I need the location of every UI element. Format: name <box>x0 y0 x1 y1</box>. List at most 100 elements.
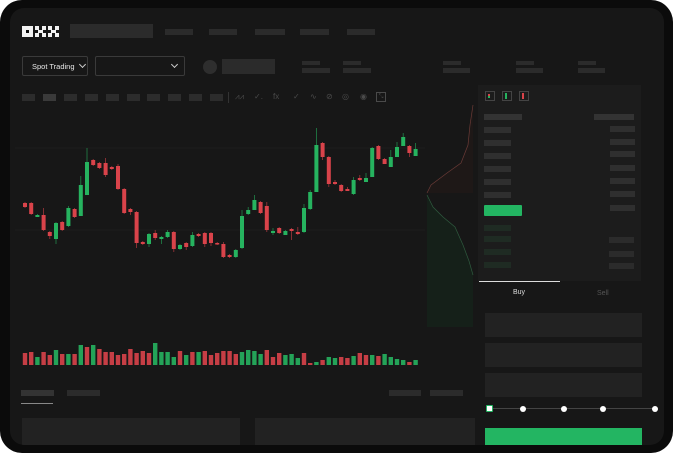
slider-mark-75[interactable] <box>600 406 606 412</box>
candle[interactable] <box>23 202 27 208</box>
candle[interactable] <box>314 128 319 192</box>
orderbook-bids-icon[interactable] <box>502 91 512 101</box>
candle[interactable] <box>35 214 40 217</box>
candle[interactable] <box>227 254 232 258</box>
search-bar[interactable] <box>70 24 153 38</box>
fullscreen-icon[interactable]: ⤡ <box>376 92 386 102</box>
candle[interactable] <box>333 180 337 185</box>
timeframe-button[interactable] <box>147 94 160 101</box>
slider-mark-25[interactable] <box>520 406 526 412</box>
bottom-action[interactable] <box>430 390 463 396</box>
candle[interactable] <box>264 202 269 232</box>
timeframe-button[interactable] <box>22 94 35 101</box>
candle[interactable] <box>47 231 52 239</box>
candle[interactable] <box>184 242 189 250</box>
candlestick-chart[interactable] <box>15 105 425 335</box>
candle[interactable] <box>395 142 399 157</box>
candle[interactable] <box>295 227 300 235</box>
candle[interactable] <box>85 148 89 195</box>
bottom-tab-active[interactable] <box>21 390 54 396</box>
candle[interactable] <box>190 232 195 247</box>
okx-logo[interactable] <box>22 26 59 37</box>
nav-item[interactable] <box>209 29 237 35</box>
candle[interactable] <box>153 230 158 240</box>
candle[interactable] <box>308 190 313 210</box>
price-input[interactable] <box>485 313 642 337</box>
timeframe-button[interactable] <box>210 94 223 101</box>
candle[interactable] <box>326 156 331 187</box>
camera-icon[interactable]: ◎ <box>342 92 349 101</box>
timeframe-button[interactable] <box>127 94 140 101</box>
candle[interactable] <box>345 187 350 191</box>
candle[interactable] <box>357 175 362 181</box>
spot-trading-dropdown[interactable]: Spot Trading <box>22 56 88 76</box>
candle[interactable] <box>128 208 133 215</box>
candle[interactable] <box>202 232 207 247</box>
candle[interactable] <box>271 228 275 235</box>
tab-buy[interactable]: Buy <box>513 289 526 296</box>
candle[interactable] <box>171 231 176 252</box>
nav-item[interactable] <box>255 29 285 35</box>
timeframe-button[interactable] <box>106 94 119 101</box>
nav-item[interactable] <box>300 29 329 35</box>
candle[interactable] <box>407 145 412 157</box>
candle[interactable] <box>29 202 34 215</box>
slider-mark-100[interactable] <box>652 406 658 412</box>
candle[interactable] <box>283 230 288 235</box>
candle[interactable] <box>376 145 381 160</box>
orderbook-both-icon[interactable] <box>485 91 495 101</box>
orderbook-asks-icon[interactable] <box>519 91 529 101</box>
tab-sell[interactable]: Sell <box>597 290 609 297</box>
total-input[interactable] <box>485 373 642 397</box>
amount-input[interactable] <box>485 343 642 367</box>
bottom-action[interactable] <box>389 390 421 396</box>
candle[interactable] <box>240 210 244 249</box>
timeframe-button[interactable] <box>64 94 77 101</box>
candle[interactable] <box>252 195 257 210</box>
candle[interactable] <box>221 242 226 258</box>
candle[interactable] <box>54 222 58 244</box>
timeframe-button[interactable] <box>189 94 202 101</box>
nav-item[interactable] <box>347 29 375 35</box>
candle[interactable] <box>159 236 164 244</box>
candle[interactable] <box>116 164 120 190</box>
candle[interactable] <box>78 176 83 216</box>
candle[interactable] <box>97 162 102 169</box>
candle[interactable] <box>351 177 356 195</box>
settings-icon[interactable]: ◉ <box>360 92 367 101</box>
candle[interactable] <box>413 143 418 156</box>
candle[interactable] <box>178 244 182 250</box>
candle[interactable] <box>209 232 213 246</box>
candle[interactable] <box>258 201 263 214</box>
slider-mark-50[interactable] <box>561 406 567 412</box>
candle[interactable] <box>72 208 77 218</box>
candle[interactable] <box>277 227 282 234</box>
candle[interactable] <box>215 242 220 245</box>
ruler-icon[interactable]: ⊘ <box>326 92 333 101</box>
candle[interactable] <box>370 147 375 177</box>
candle[interactable] <box>388 150 393 167</box>
candle[interactable] <box>289 228 294 240</box>
candle[interactable] <box>233 249 238 258</box>
candle[interactable] <box>41 208 46 231</box>
candle[interactable] <box>91 159 96 166</box>
timeframe-button[interactable] <box>85 94 98 101</box>
candle[interactable] <box>302 204 306 233</box>
candle[interactable] <box>122 188 127 214</box>
candle[interactable] <box>134 211 139 248</box>
candle[interactable] <box>60 221 65 231</box>
drawing-icon[interactable]: ∿ <box>310 92 317 101</box>
chevron-icon[interactable]: ✓ <box>293 92 300 101</box>
candle[interactable] <box>140 241 145 245</box>
timeframe-button-active[interactable] <box>43 94 56 101</box>
candle[interactable] <box>320 142 325 160</box>
candle[interactable] <box>66 206 71 227</box>
candle[interactable] <box>246 207 251 215</box>
chart-style-icon[interactable]: ✓. <box>254 92 263 101</box>
nav-item[interactable] <box>165 29 193 35</box>
candle[interactable] <box>339 184 344 192</box>
candle[interactable] <box>147 233 151 247</box>
bottom-tab[interactable] <box>67 390 100 396</box>
slider-handle[interactable] <box>486 405 493 412</box>
candle[interactable] <box>196 233 201 237</box>
